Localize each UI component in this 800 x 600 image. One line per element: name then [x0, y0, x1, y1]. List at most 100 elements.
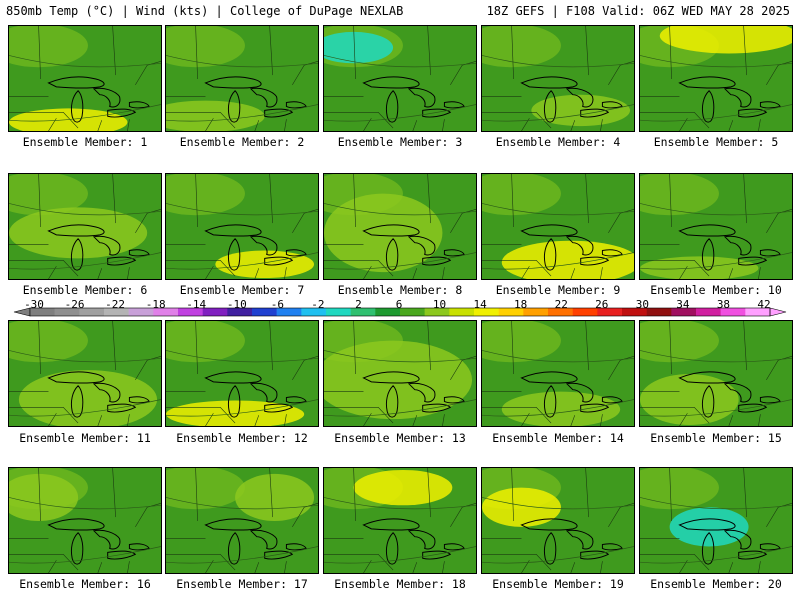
state-boundaries: [9, 26, 161, 131]
state-boundaries: [640, 468, 792, 573]
temperature-anomaly-region: [9, 207, 148, 259]
isotherm-contour: [482, 350, 634, 417]
colorbar-tick: 34: [676, 298, 690, 311]
temperature-field: [166, 321, 318, 426]
ensemble-member-map: [165, 467, 319, 574]
ensemble-member-map: [8, 25, 162, 132]
isotherm-contour: [640, 350, 792, 417]
ensemble-member-map: [639, 173, 793, 280]
temperature-field: [324, 174, 476, 279]
colorbar-segment: [79, 308, 105, 316]
temperature-field: [9, 26, 161, 131]
colorbar-segment: [178, 308, 203, 316]
map-title: 850mb Temp (°C) | Wind (kts) | College o…: [6, 4, 404, 18]
great-lakes-outline: [362, 224, 465, 271]
colorbar-segment: [252, 308, 277, 316]
isotherm-contour: [640, 55, 792, 122]
temperature-field: [640, 26, 792, 131]
ensemble-member-map: [323, 173, 477, 280]
ensemble-member-label: Ensemble Member: 5: [653, 135, 779, 149]
colorbar-tick: 18: [514, 298, 528, 311]
temperature-anomaly-region: [18, 370, 158, 426]
ensemble-member-map: [481, 320, 635, 427]
temperature-field: [324, 468, 476, 573]
ensemble-member-label: Ensemble Member: 2: [179, 135, 305, 149]
colorbar-tick: -10: [226, 298, 247, 311]
great-lakes-outline: [678, 224, 781, 271]
ensemble-member-map: [481, 25, 635, 132]
ensemble-member-label: Ensemble Member: 13: [334, 431, 466, 445]
ensemble-member-label: Ensemble Member: 1: [22, 135, 148, 149]
colorbar-segment: [400, 308, 425, 316]
great-lakes-outline: [678, 76, 781, 123]
colorbar-tick: 26: [595, 298, 609, 311]
colorbar-tick: 14: [473, 298, 487, 311]
great-lakes-outline: [204, 76, 307, 123]
great-lakes-outline: [520, 224, 623, 271]
colorbar-tick: -30: [24, 298, 44, 311]
colorbar-segment: [375, 308, 401, 316]
colorbar-tick: 2: [355, 298, 362, 311]
temperature-field: [324, 321, 476, 426]
ensemble-member-map: [8, 467, 162, 574]
great-lakes-outline: [678, 518, 781, 565]
colorbar-tick: 10: [432, 298, 447, 311]
temperature-field: [482, 174, 634, 279]
ensemble-member-label: Ensemble Member: 19: [492, 577, 624, 591]
ensemble-member-label: Ensemble Member: 14: [492, 431, 624, 445]
temperature-field: [482, 468, 634, 573]
colorbar-segment: [128, 308, 154, 316]
isotherm-contour: [640, 497, 792, 564]
great-lakes-outline: [362, 371, 465, 418]
ensemble-member-label: Ensemble Member: 17: [176, 577, 308, 591]
ensemble-member-label: Ensemble Member: 7: [179, 283, 305, 297]
colorbar-tick: 38: [716, 298, 731, 311]
ensemble-member-label: Ensemble Member: 11: [19, 431, 151, 445]
isotherm-contour: [482, 55, 634, 122]
ensemble-member-label: Ensemble Member: 4: [495, 135, 621, 149]
great-lakes-outline: [204, 371, 307, 418]
colorbar-segment: [523, 308, 549, 316]
temperature-field: [482, 26, 634, 131]
state-boundaries: [166, 174, 318, 279]
great-lakes-outline: [47, 371, 150, 418]
ensemble-member-map: [481, 173, 635, 280]
isotherm-contour: [166, 55, 318, 122]
temperature-anomaly-region: [324, 193, 443, 273]
temperature-field: [166, 174, 318, 279]
temperature-anomaly-region: [669, 507, 749, 547]
colorbar-segment: [30, 308, 55, 316]
great-lakes-outline: [520, 371, 623, 418]
colorbar-tick: 6: [395, 298, 403, 311]
state-boundaries: [324, 26, 476, 131]
colorbar-tick: 30: [635, 298, 649, 311]
temperature-anomaly-region: [9, 473, 79, 521]
ensemble-member-map: [323, 467, 477, 574]
colorbar-tick: -6: [270, 298, 284, 311]
colorbar-tick: 22: [554, 298, 568, 311]
colorbar-segment: [153, 308, 179, 316]
ensemble-member-map: [8, 173, 162, 280]
colorbar-tick: -14: [186, 298, 207, 311]
state-boundaries: [482, 468, 634, 573]
ensemble-member-map: [8, 320, 162, 427]
colorbar-tick: -18: [145, 298, 166, 311]
state-boundaries: [9, 174, 161, 279]
great-lakes-outline: [47, 518, 150, 565]
temperature-anomaly-region: [659, 26, 792, 54]
colorbar-segment: [572, 308, 598, 316]
colorbar-segment: [104, 308, 129, 316]
isotherm-contour: [324, 55, 476, 122]
state-boundaries: [9, 321, 161, 426]
great-lakes-outline: [47, 224, 150, 271]
state-boundaries: [166, 26, 318, 131]
great-lakes-outline: [362, 76, 465, 123]
temperature-field: [9, 321, 161, 426]
temperature-field: [640, 321, 792, 426]
colorbar-segment: [326, 308, 351, 316]
isotherm-contour: [9, 350, 161, 417]
great-lakes-outline: [204, 518, 307, 565]
temperature-field: [9, 468, 161, 573]
isotherm-contour: [166, 350, 318, 417]
colorbar-tick: 42: [757, 298, 771, 311]
